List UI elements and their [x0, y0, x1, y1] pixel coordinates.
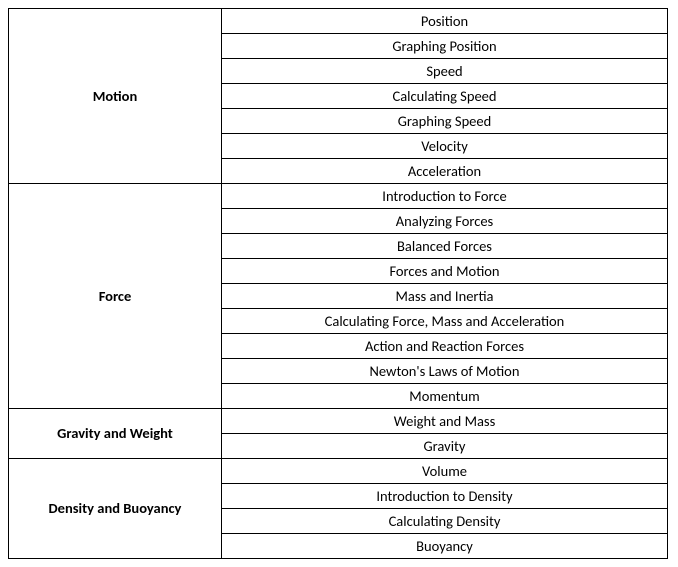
topic-cell: Acceleration: [222, 159, 668, 184]
topic-cell: Introduction to Force: [222, 184, 668, 209]
topic-cell: Analyzing Forces: [222, 209, 668, 234]
topic-cell: Buoyancy: [222, 534, 668, 559]
topic-cell: Newton's Laws of Motion: [222, 359, 668, 384]
topic-cell: Speed: [222, 59, 668, 84]
topic-cell: Volume: [222, 459, 668, 484]
topic-cell: Graphing Position: [222, 34, 668, 59]
topic-cell: Mass and Inertia: [222, 284, 668, 309]
topic-cell: Velocity: [222, 134, 668, 159]
topic-cell: Calculating Speed: [222, 84, 668, 109]
category-cell-density: Density and Buoyancy: [9, 459, 222, 559]
table-row: Density and Buoyancy Volume: [9, 459, 668, 484]
topic-cell: Weight and Mass: [222, 409, 668, 434]
category-cell-gravity: Gravity and Weight: [9, 409, 222, 459]
table-row: Gravity and Weight Weight and Mass: [9, 409, 668, 434]
table-row: Motion Position: [9, 9, 668, 34]
topic-cell: Graphing Speed: [222, 109, 668, 134]
physics-topics-table: Motion Position Graphing Position Speed …: [8, 8, 668, 559]
category-cell-motion: Motion: [9, 9, 222, 184]
topic-cell: Action and Reaction Forces: [222, 334, 668, 359]
topic-cell: Position: [222, 9, 668, 34]
topic-cell: Momentum: [222, 384, 668, 409]
topic-cell: Calculating Force, Mass and Acceleration: [222, 309, 668, 334]
topic-cell: Calculating Density: [222, 509, 668, 534]
topic-cell: Forces and Motion: [222, 259, 668, 284]
topic-cell: Gravity: [222, 434, 668, 459]
table-row: Force Introduction to Force: [9, 184, 668, 209]
category-cell-force: Force: [9, 184, 222, 409]
topic-cell: Introduction to Density: [222, 484, 668, 509]
topic-cell: Balanced Forces: [222, 234, 668, 259]
